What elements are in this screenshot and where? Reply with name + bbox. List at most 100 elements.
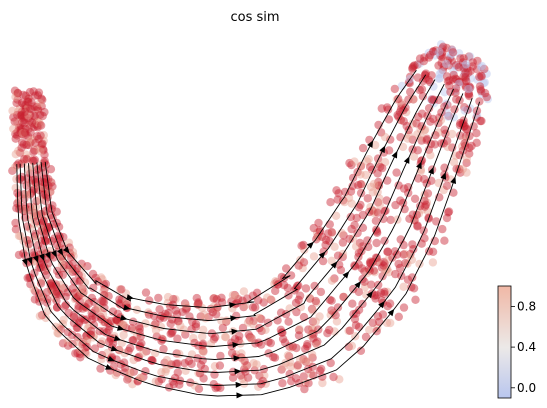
scatter-point — [397, 100, 406, 109]
scatter-point — [426, 95, 436, 104]
scatter-point — [209, 294, 218, 303]
scatter-point — [78, 339, 87, 349]
scatter-point — [43, 306, 53, 315]
scatter-point — [17, 113, 27, 122]
scatter-point — [17, 129, 27, 138]
streamline-arrowhead — [126, 294, 134, 301]
scatter-point — [454, 79, 463, 89]
scatter-point — [438, 66, 448, 75]
scatter-point — [379, 261, 388, 270]
scatter-point — [38, 145, 48, 154]
scatter-point — [87, 309, 96, 318]
scatter-point — [304, 325, 313, 334]
scatter-point — [315, 226, 325, 235]
scatter-point — [75, 317, 84, 326]
scatter-point — [116, 300, 125, 309]
scatter-point — [221, 333, 231, 342]
scatter-point — [20, 107, 29, 117]
scatter-point — [239, 287, 249, 296]
scatter-point — [64, 260, 74, 270]
scatter-point — [134, 322, 144, 331]
scatter-point — [98, 310, 108, 319]
scatter-point — [228, 373, 238, 382]
scatter-point — [331, 211, 341, 220]
scatter-point — [404, 130, 413, 140]
scatter-point — [39, 225, 48, 235]
scatter-point — [29, 135, 38, 144]
scatter-point — [26, 179, 35, 188]
scatter-point — [464, 90, 473, 99]
scatter-point — [21, 103, 31, 113]
scatter-point — [23, 97, 32, 106]
scatter-point — [333, 251, 343, 260]
scatter-point — [395, 107, 405, 117]
scatter-point — [461, 59, 471, 69]
scatter-point — [391, 269, 400, 279]
scatter-point — [29, 87, 38, 96]
scatter-point — [25, 110, 35, 120]
streamline-arrowhead — [366, 290, 373, 299]
scatter-point — [24, 124, 33, 134]
scatter-point — [72, 289, 81, 298]
scatter-point — [399, 117, 408, 126]
scatter-point — [442, 43, 451, 53]
scatter-point — [154, 293, 163, 303]
scatter-point — [49, 288, 58, 297]
scatter-point — [339, 196, 348, 205]
scatter-point — [11, 92, 20, 102]
scatter-point — [356, 180, 365, 189]
colorbar: 0.0 0.4 0.8 — [497, 285, 536, 399]
scatter-point — [39, 262, 49, 272]
scatter-point — [18, 118, 27, 127]
scatter-point — [300, 384, 309, 394]
scatter-point — [91, 313, 100, 322]
scatter-point — [12, 98, 21, 108]
scatter-point — [298, 263, 307, 273]
scatter-point — [18, 138, 27, 147]
scatter-point — [340, 197, 349, 207]
scatter-point — [477, 63, 486, 72]
colorbar-tick-label: 0.0 — [517, 381, 536, 395]
scatter-point — [482, 69, 491, 79]
scatter-point — [355, 238, 365, 248]
scatter-point — [39, 174, 48, 183]
scatter-point — [407, 255, 417, 264]
scatter-point — [420, 202, 430, 211]
scatter-point — [24, 132, 33, 141]
scatter-point — [477, 72, 486, 81]
scatter-point — [27, 98, 36, 107]
scatter-point — [364, 155, 373, 164]
scatter-point — [76, 353, 85, 362]
scatter-point — [175, 349, 184, 359]
scatter-point — [294, 281, 303, 290]
scatter-point — [104, 326, 113, 335]
scatter-point — [128, 336, 137, 345]
scatter-point — [17, 172, 27, 182]
scatter-point — [345, 326, 355, 335]
scatter-point — [33, 105, 43, 114]
scatter-point — [372, 238, 381, 248]
scatter-point — [348, 299, 357, 308]
scatter-point — [396, 196, 405, 205]
scatter-point — [42, 288, 52, 297]
scatter-point — [145, 296, 154, 305]
scatter-point — [29, 147, 38, 157]
scatter-point — [70, 277, 79, 286]
scatter-point — [102, 316, 112, 325]
scatter-point — [461, 81, 470, 90]
scatter-point — [200, 364, 209, 374]
scatter-point — [422, 198, 432, 207]
scatter-point — [308, 317, 318, 326]
scatter-point — [52, 207, 61, 216]
scatter-point — [354, 305, 364, 315]
scatter-point — [288, 342, 297, 351]
scatter-point — [382, 196, 391, 205]
scatter-point — [30, 155, 40, 165]
scatter-point — [76, 345, 86, 355]
scatter-point — [373, 169, 382, 178]
scatter-point — [31, 287, 40, 296]
scatter-point — [101, 291, 111, 300]
scatter-point — [110, 317, 119, 326]
scatter-point — [34, 134, 43, 144]
scatter-point — [369, 266, 378, 275]
